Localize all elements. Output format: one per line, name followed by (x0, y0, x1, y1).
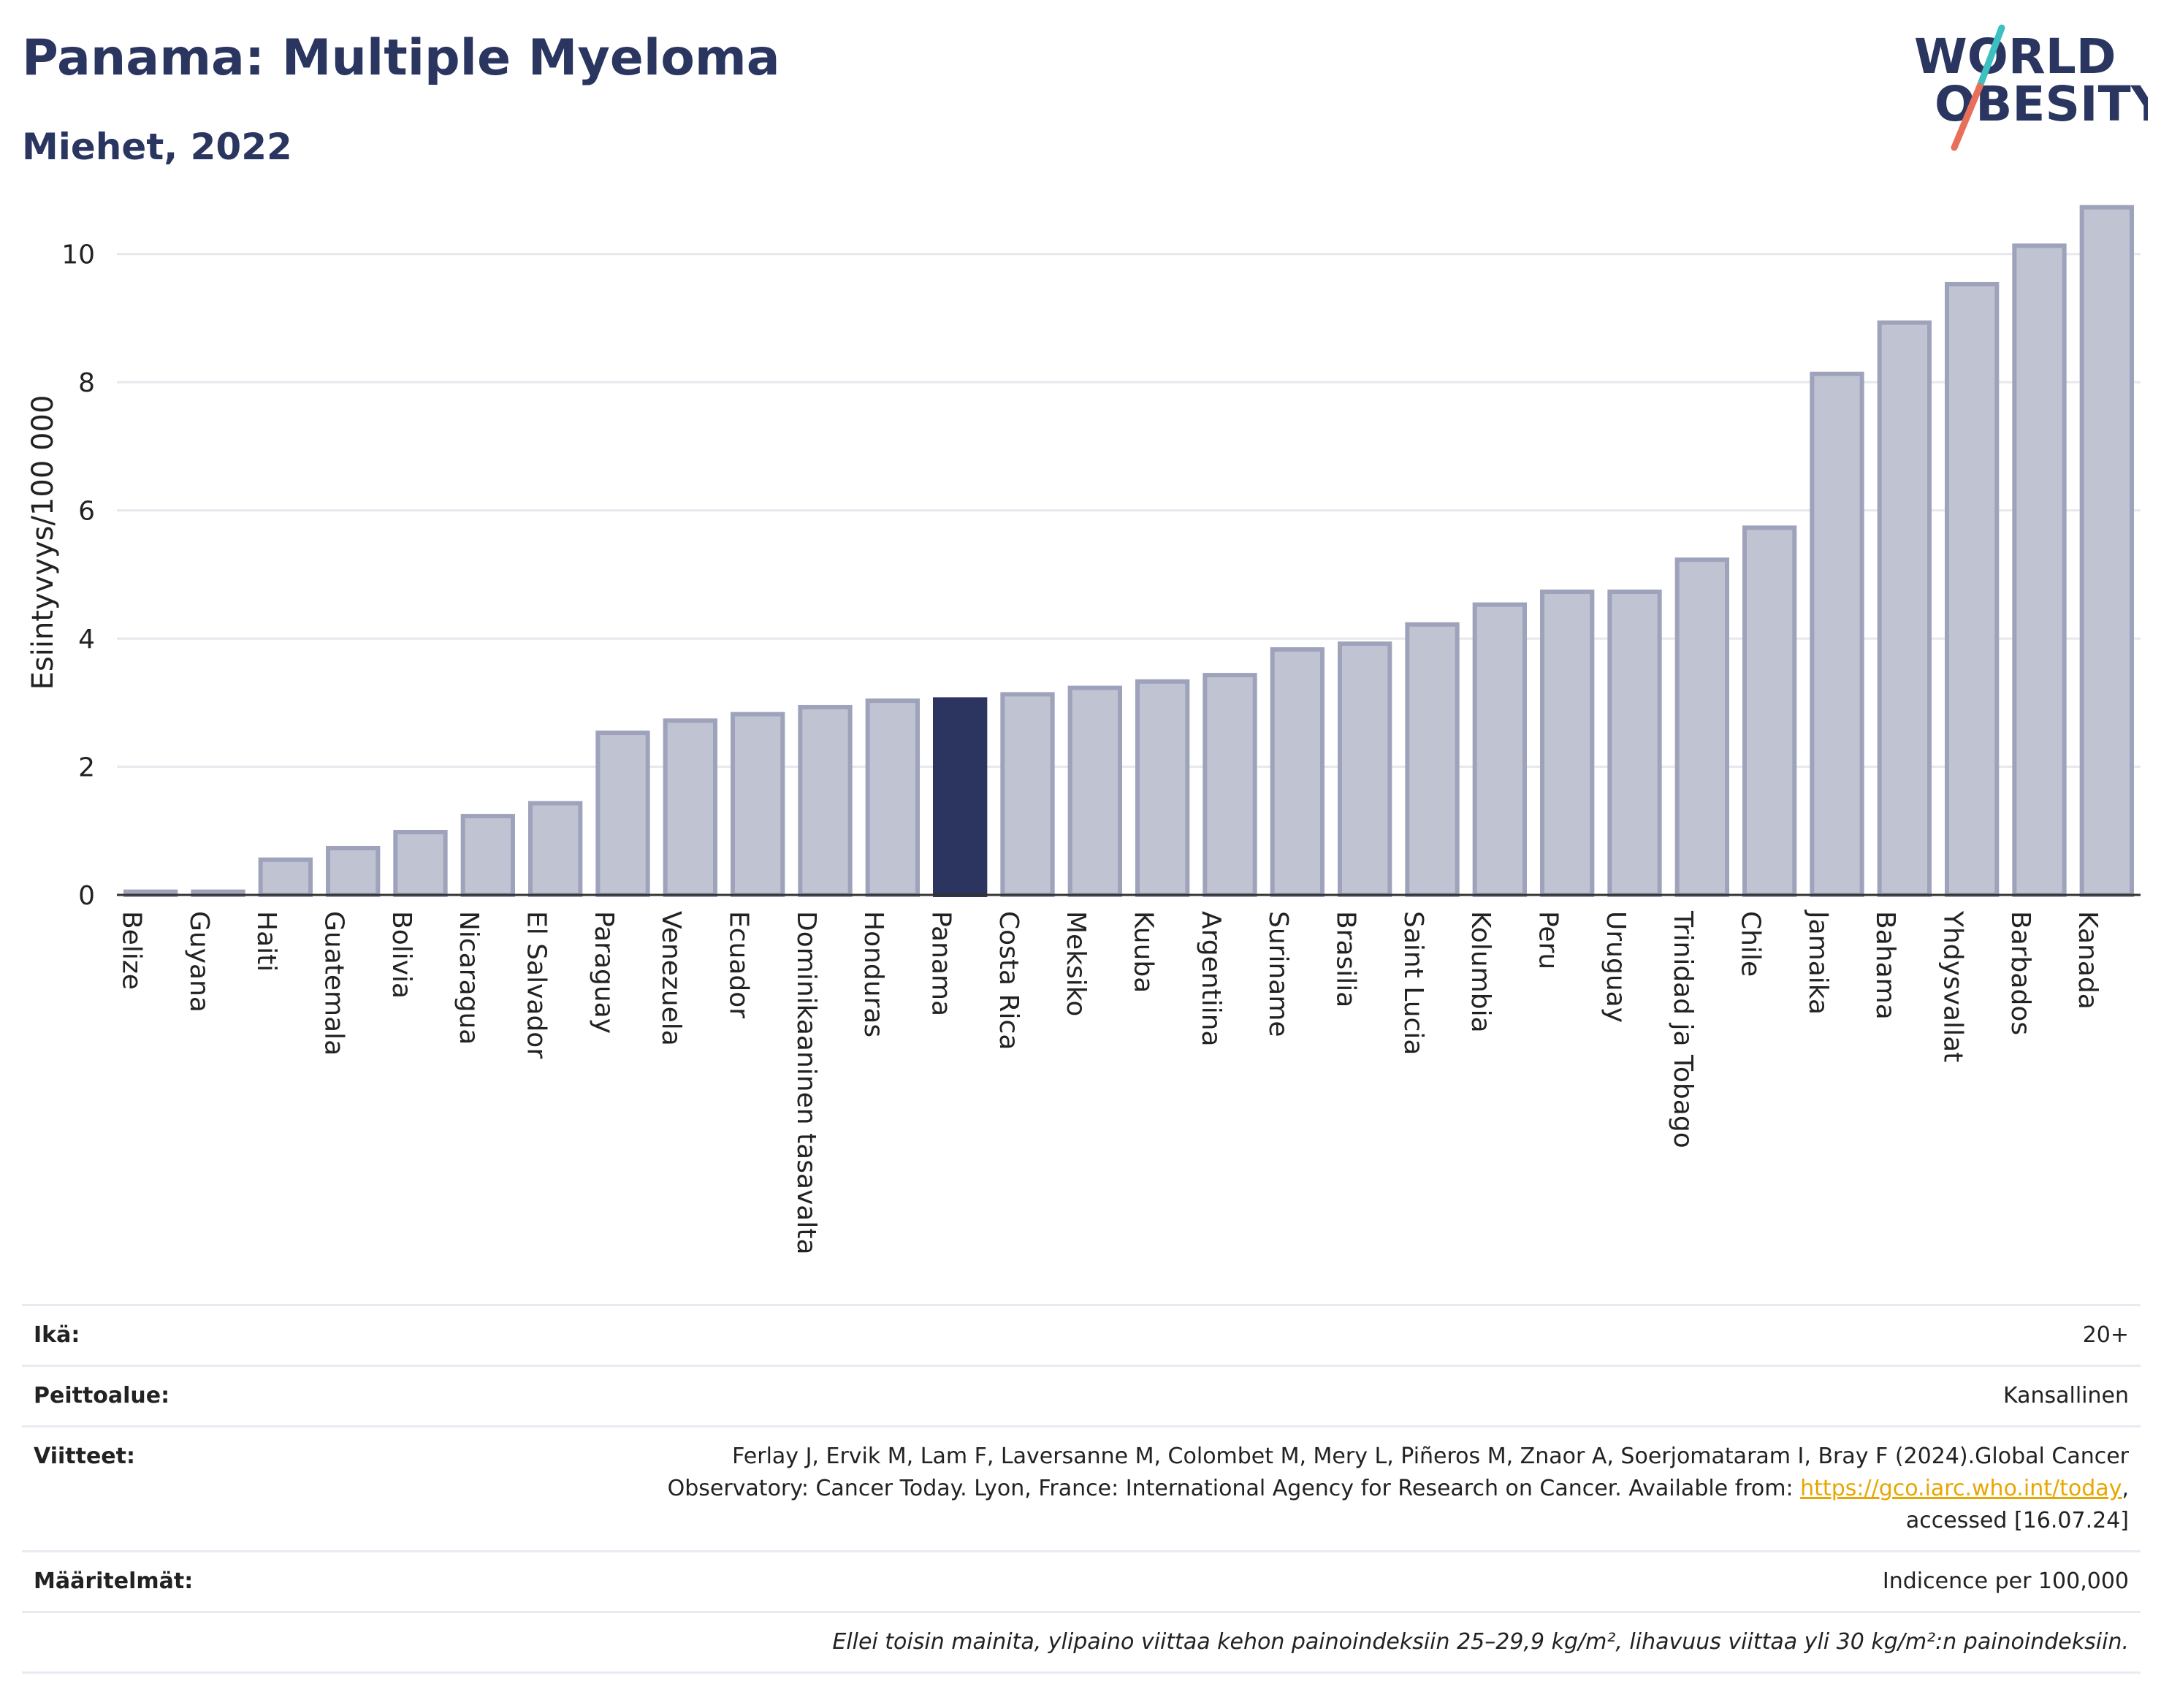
y-axis-label: Esiintyvyys/100 000 (26, 395, 60, 690)
bar-meksiko (1067, 685, 1122, 898)
x-tick-label: Guyana (184, 911, 214, 1013)
x-tick-label: Bolivia (386, 911, 416, 999)
x-tick-label: Saint Lucia (1398, 911, 1428, 1055)
bar-costa-rica (1000, 692, 1055, 897)
x-tick-label: Kuuba (1129, 911, 1159, 993)
x-tick-label: Suriname (1263, 911, 1293, 1037)
bar-trinidad-ja-tobago (1674, 557, 1729, 897)
x-tick-label: Kanada (2073, 911, 2103, 1010)
y-tick-label: 0 (78, 881, 95, 911)
x-tick-label: Chile (1736, 911, 1766, 977)
grid-lines (117, 253, 2141, 769)
bar-haiti (258, 857, 313, 897)
bar-barbados (2012, 243, 2067, 897)
x-tick-label: Honduras (858, 911, 888, 1037)
x-tick-label: Bahama (1870, 911, 1900, 1020)
bar-uruguay (1607, 590, 1662, 897)
bar-venezuela (663, 718, 717, 898)
references-link[interactable]: https://gco.iarc.who.int/today (1800, 1476, 2122, 1501)
bar-jamaika (1810, 371, 1864, 897)
references-line-1: Ferlay J, Ervik M, Lam F, Laversanne M, … (732, 1444, 2129, 1469)
logo-word-world: WORLD (1914, 28, 2116, 85)
y-tick-label: 4 (78, 625, 95, 655)
bar-ecuador (731, 712, 785, 897)
world-obesity-logo: WORLD OBESITY (1914, 24, 2148, 151)
x-tick-label: Paraguay (589, 911, 619, 1034)
info-row-coverage: Peittoalue: Kansallinen (22, 1365, 2141, 1425)
age-value: 20+ (2082, 1322, 2129, 1348)
bar-bolivia (393, 830, 448, 898)
x-tick-label: Kolumbia (1466, 911, 1495, 1033)
x-tick-label: Haiti (251, 911, 281, 972)
y-tick-label: 8 (78, 368, 95, 398)
x-tick-label: Belize (117, 911, 147, 990)
x-tick-label: El Salvador (522, 911, 552, 1059)
x-tick-label: Jamaika (1803, 910, 1833, 1015)
references-value: Ferlay J, Ervik M, Lam F, Laversanne M, … (135, 1441, 2129, 1537)
bar-chart: 0 2 4 6 8 10 Belize Guyana Haiti Guatemala Bolivi… (26, 205, 2141, 1255)
coverage-value: Kansallinen (2002, 1383, 2129, 1408)
bar-suriname (1270, 647, 1325, 897)
x-tick-label: Trinidad ja Tobago (1668, 910, 1698, 1148)
x-tick-label: Guatemala (319, 911, 349, 1056)
x-tick-label: Argentiina (1196, 911, 1226, 1047)
info-row-references: Viitteet: Ferlay J, Ervik M, Lam F, Lave… (22, 1425, 2141, 1550)
definitions-label: Määritelmät: (34, 1568, 194, 1594)
info-row-note: Ellei toisin mainita, ylipaino viittaa k… (22, 1611, 2141, 1674)
bar-yhdysvallat (1945, 281, 2000, 897)
info-row-age: Ikä: 20+ (22, 1304, 2141, 1365)
references-label: Viitteet: (34, 1444, 135, 1469)
x-tick-label: Brasilia (1331, 911, 1361, 1007)
bars (123, 205, 2134, 898)
x-tick-label: Uruguay (1601, 911, 1631, 1023)
logo-slash-teal (1976, 24, 2005, 90)
bar-bahama (1877, 320, 1932, 897)
y-axis-ticks: 0 2 4 6 8 10 (61, 240, 95, 911)
x-tick-label: Dominikaaninen tasavalta (791, 911, 821, 1255)
chart-subtitle: Miehet, 2022 (22, 126, 292, 168)
coverage-label: Peittoalue: (34, 1383, 170, 1408)
x-tick-label: Peru (1533, 911, 1563, 969)
age-label: Ikä: (34, 1322, 80, 1348)
x-tick-label: Panama (926, 911, 956, 1016)
bar-kanada (2079, 205, 2134, 898)
bar-nicaragua (460, 814, 515, 898)
x-axis-labels: Belize Guyana Haiti Guatemala Bolivia Nicarag… (117, 910, 2103, 1255)
x-tick-label: Meksiko (1061, 911, 1091, 1016)
bar-brasilia (1338, 641, 1392, 897)
bar-guatemala (326, 845, 381, 898)
y-tick-label: 6 (78, 497, 95, 527)
x-tick-label: Nicaragua (454, 911, 484, 1045)
definitions-value: Indicence per 100,000 (1882, 1568, 2129, 1594)
bar-el-salvador (528, 801, 583, 897)
bar-saint-lucia (1405, 622, 1460, 897)
bar-kolumbia (1472, 602, 1527, 897)
x-tick-label: Costa Rica (994, 911, 1024, 1050)
bar-panama (933, 697, 988, 897)
bar-paraguay (595, 731, 650, 897)
y-tick-label: 2 (78, 753, 95, 783)
x-tick-label: Yhdysvallat (1938, 910, 1968, 1062)
bar-argentiina (1203, 673, 1257, 897)
x-tick-label: Ecuador (724, 911, 754, 1018)
logo-slash-coral (1951, 83, 1983, 151)
bar-dominikaaninen-tasavalta (798, 704, 853, 898)
footnote: Ellei toisin mainita, ylipaino viittaa k… (832, 1629, 2129, 1655)
info-table: Ikä: 20+ Peittoalue: Kansallinen Viittee… (22, 1304, 2141, 1674)
bar-chile (1742, 525, 1797, 897)
info-row-definitions: Määritelmät: Indicence per 100,000 (22, 1550, 2141, 1611)
y-tick-label: 10 (61, 240, 95, 270)
references-line-2: Observatory: Cancer Today. Lyon, France:… (667, 1476, 1801, 1501)
chart-title: Panama: Multiple Myeloma (22, 29, 780, 87)
bar-peru (1540, 590, 1595, 897)
references-line-3: accessed [16.07.24] (1905, 1508, 2129, 1533)
x-tick-label: Venezuela (656, 911, 686, 1046)
bar-honduras (865, 698, 920, 897)
x-tick-label: Barbados (2005, 911, 2035, 1035)
bar-kuuba (1135, 679, 1190, 897)
references-comma: , (2122, 1476, 2129, 1501)
